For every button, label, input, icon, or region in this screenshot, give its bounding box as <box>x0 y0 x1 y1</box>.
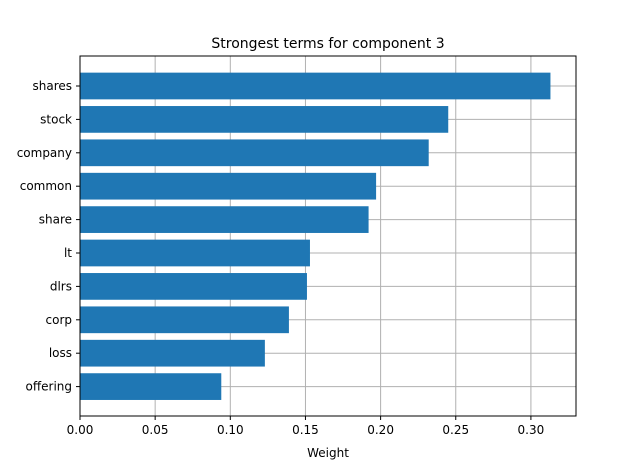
x-tick-label: 0.20 <box>367 423 394 437</box>
y-tick-label: company <box>17 146 72 160</box>
bar-lt <box>80 239 310 267</box>
y-tick-label: common <box>20 179 72 193</box>
bar-shares <box>80 72 551 100</box>
x-tick-label: 0.15 <box>292 423 319 437</box>
y-tick-label: corp <box>46 313 73 327</box>
bar-common <box>80 172 377 200</box>
x-axis-ticks: 0.00 0.05 0.10 0.15 0.20 0.25 0.30 <box>67 416 545 437</box>
bar-corp <box>80 306 289 334</box>
bar-offering <box>80 373 222 400</box>
y-tick-label: share <box>39 213 72 227</box>
y-axis-ticks: shares stock company common share lt dlrs corp l… <box>17 79 80 394</box>
chart-title: Strongest terms for component 3 <box>211 36 444 52</box>
bar-company <box>80 139 429 167</box>
x-tick-label: 0.00 <box>67 423 94 437</box>
bar-loss <box>80 339 265 367</box>
bar-stock <box>80 106 449 133</box>
y-tick-label: shares <box>32 79 72 93</box>
x-axis-label: Weight <box>307 446 349 460</box>
x-tick-label: 0.05 <box>142 423 169 437</box>
bar-dlrs <box>80 273 307 300</box>
y-tick-label: stock <box>40 112 72 126</box>
y-tick-label: offering <box>26 380 72 394</box>
bars <box>80 72 551 400</box>
x-tick-label: 0.25 <box>442 423 469 437</box>
x-tick-label: 0.30 <box>518 423 545 437</box>
y-tick-label: lt <box>64 246 72 260</box>
bar-share <box>80 206 369 233</box>
y-tick-label: loss <box>49 346 72 360</box>
plot-frame <box>79 55 577 417</box>
y-tick-label: dlrs <box>50 279 72 293</box>
x-tick-label: 0.10 <box>217 423 244 437</box>
